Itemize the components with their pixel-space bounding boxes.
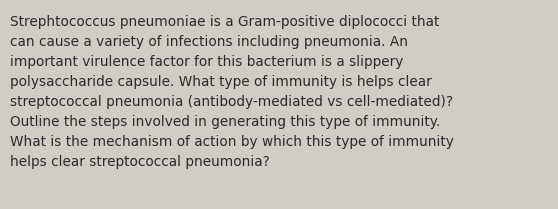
Text: Strephtococcus pneumoniae is a Gram-positive diplococci that
can cause a variety: Strephtococcus pneumoniae is a Gram-posi… xyxy=(10,15,454,169)
